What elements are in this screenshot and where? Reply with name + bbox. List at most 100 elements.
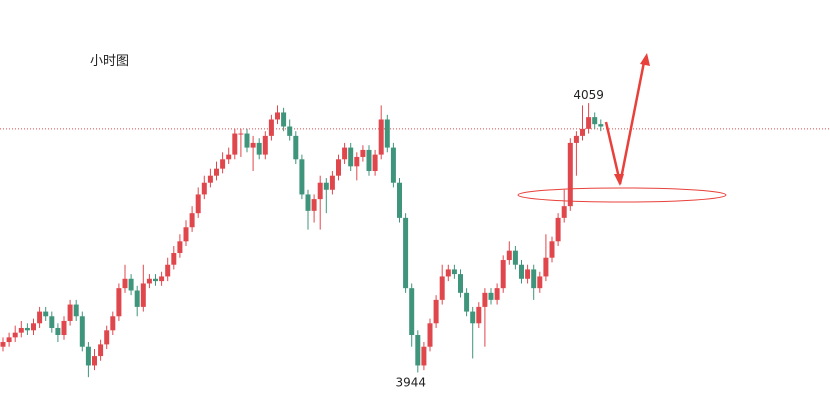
candle-body bbox=[159, 276, 165, 282]
candle-body bbox=[531, 269, 537, 289]
candle-body bbox=[146, 278, 152, 284]
candle-body bbox=[122, 278, 128, 289]
arrow-head bbox=[640, 53, 650, 66]
candle-body bbox=[195, 194, 201, 214]
candle-body bbox=[506, 250, 512, 261]
candle-body bbox=[494, 288, 500, 300]
candle-body bbox=[0, 342, 6, 347]
candle-body bbox=[567, 142, 573, 207]
candle-body bbox=[12, 332, 18, 338]
candle-body bbox=[580, 128, 585, 136]
candle-body bbox=[445, 269, 451, 277]
candle-body bbox=[342, 147, 348, 160]
arrow-up bbox=[618, 61, 646, 185]
candle-body bbox=[287, 126, 293, 136]
candle-body bbox=[537, 276, 543, 289]
candle-body bbox=[372, 154, 378, 172]
low-label: 3944 bbox=[396, 375, 427, 389]
candle-body bbox=[390, 147, 396, 183]
candle-body bbox=[476, 306, 482, 324]
candle-body bbox=[183, 227, 189, 242]
candle-body bbox=[104, 330, 110, 345]
chart-title: 小时图 bbox=[90, 54, 129, 69]
candle-body bbox=[49, 316, 55, 328]
candle-body bbox=[433, 299, 439, 324]
candle-body bbox=[189, 213, 195, 228]
candle-body bbox=[439, 276, 445, 300]
candle-body bbox=[555, 217, 561, 242]
candle-body bbox=[37, 311, 43, 324]
candle-body bbox=[329, 175, 335, 190]
candle-body bbox=[573, 135, 579, 143]
candle-body bbox=[598, 124, 604, 127]
candle-body bbox=[110, 316, 116, 331]
candle-body bbox=[482, 292, 488, 307]
candle-body bbox=[201, 182, 207, 195]
candle-body bbox=[543, 257, 549, 277]
candle-body bbox=[354, 156, 360, 167]
candle-body bbox=[348, 147, 354, 167]
candle-body bbox=[67, 304, 73, 321]
candle-body bbox=[116, 288, 122, 317]
candle-body bbox=[451, 269, 457, 275]
candle-body bbox=[397, 182, 402, 218]
candle-body bbox=[409, 288, 415, 336]
candle-body bbox=[6, 337, 12, 343]
candle-body bbox=[207, 175, 213, 183]
candle-body bbox=[592, 117, 598, 125]
candle-body bbox=[512, 250, 518, 265]
candle-body bbox=[561, 206, 567, 218]
candle-body bbox=[415, 335, 421, 366]
candle-body bbox=[61, 320, 67, 336]
candle-body bbox=[55, 327, 61, 336]
candle-body bbox=[525, 269, 531, 279]
candle-body bbox=[171, 253, 177, 265]
candle-body bbox=[281, 112, 287, 127]
candle-body bbox=[220, 159, 226, 169]
candle-body bbox=[519, 264, 524, 279]
candle-body bbox=[311, 199, 317, 211]
candle-body bbox=[323, 182, 329, 190]
candle-body bbox=[549, 241, 555, 258]
arrow-down bbox=[604, 121, 621, 179]
candle-body bbox=[250, 142, 256, 148]
candle-body bbox=[244, 133, 250, 148]
candle-body bbox=[586, 117, 592, 129]
candle-body bbox=[360, 149, 366, 157]
candle-body bbox=[378, 119, 384, 155]
candle-body bbox=[43, 311, 49, 317]
candle-body bbox=[299, 159, 305, 195]
candle-body bbox=[366, 149, 372, 172]
high-label: 4059 bbox=[573, 88, 604, 102]
candle-body bbox=[464, 292, 470, 312]
candle-body bbox=[268, 119, 274, 136]
candle-body bbox=[293, 135, 299, 160]
candle-body bbox=[403, 217, 409, 289]
candle-body bbox=[177, 241, 183, 254]
candle-body bbox=[488, 292, 494, 300]
candle-body bbox=[256, 142, 262, 155]
candle-body bbox=[24, 327, 30, 331]
candle-body bbox=[85, 346, 91, 366]
candle-body bbox=[317, 182, 323, 200]
candle-body bbox=[153, 278, 158, 282]
candle-body bbox=[232, 133, 238, 155]
candle-body bbox=[214, 168, 219, 176]
candle-body bbox=[305, 194, 311, 211]
candle-body bbox=[18, 327, 24, 333]
candle-body bbox=[262, 135, 268, 155]
candle-body bbox=[384, 119, 390, 148]
candle-body bbox=[336, 159, 341, 176]
candle-body bbox=[140, 283, 146, 307]
candle-body bbox=[421, 346, 427, 366]
candle-body bbox=[134, 290, 140, 307]
candle-body bbox=[500, 260, 506, 289]
candle-body bbox=[31, 323, 36, 331]
candle-body bbox=[427, 323, 433, 347]
candle-body bbox=[128, 278, 134, 291]
candle-body bbox=[458, 274, 463, 293]
candle-body bbox=[98, 344, 104, 357]
marks bbox=[0, 103, 830, 378]
candle-body bbox=[226, 154, 232, 160]
